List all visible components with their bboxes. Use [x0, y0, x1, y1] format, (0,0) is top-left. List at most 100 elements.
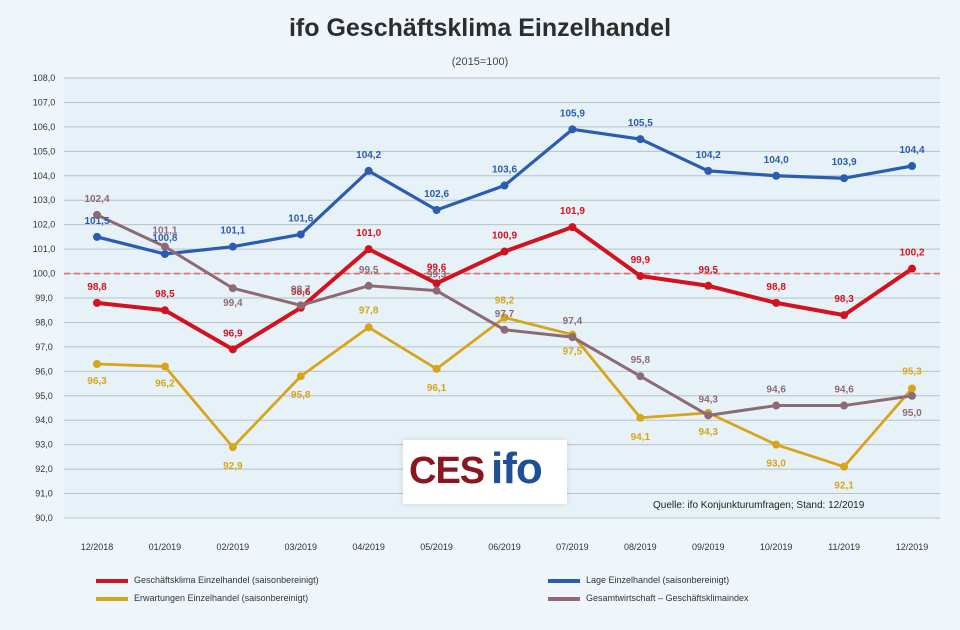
data-point — [840, 401, 849, 410]
x-tick-label: 08/2019 — [624, 542, 657, 552]
x-tick-label: 10/2019 — [760, 542, 793, 552]
legend-swatch — [96, 596, 128, 601]
data-point — [636, 135, 645, 144]
data-label: 99,9 — [631, 255, 651, 266]
legend-label: Geschäftsklima Einzelhandel (saisonberei… — [134, 575, 319, 585]
data-label: 104,2 — [356, 150, 381, 161]
data-point — [772, 171, 781, 180]
data-label: 94,6 — [834, 385, 854, 396]
data-label: 99,5 — [699, 265, 719, 276]
y-tick-label: 96,0 — [35, 366, 53, 376]
data-label: 104,2 — [696, 150, 721, 161]
legend-entry: Geschäftsklima Einzelhandel (saisonberei… — [96, 574, 319, 586]
data-point — [908, 384, 916, 393]
x-tick-label: 12/2018 — [81, 542, 114, 552]
data-label: 96,2 — [155, 378, 175, 389]
data-point — [296, 230, 305, 239]
x-tick-label: 07/2019 — [556, 542, 589, 552]
y-tick-label: 90,0 — [35, 513, 53, 523]
data-point — [500, 313, 509, 322]
data-point — [364, 323, 373, 332]
data-point — [772, 298, 781, 307]
data-label: 103,6 — [492, 165, 517, 176]
legend-label: Erwartungen Einzelhandel (saisonbereinig… — [134, 593, 309, 603]
y-tick-label: 102,0 — [33, 220, 56, 230]
data-label: 96,3 — [87, 376, 107, 387]
data-point — [296, 372, 305, 381]
source-note: Quelle: ifo Konjunkturumfragen; Stand: 1… — [653, 500, 865, 511]
data-point — [704, 411, 713, 420]
y-tick-label: 95,0 — [35, 391, 53, 401]
data-point — [840, 311, 849, 320]
data-label: 102,4 — [84, 194, 109, 205]
data-point — [772, 440, 781, 449]
data-label: 98,7 — [291, 284, 311, 295]
x-tick-label: 04/2019 — [352, 542, 385, 552]
x-tick-label: 09/2019 — [692, 542, 725, 552]
data-point — [636, 372, 645, 381]
y-tick-label: 104,0 — [33, 171, 56, 181]
data-label: 94,3 — [699, 394, 719, 405]
data-point — [432, 286, 441, 295]
data-label: 99,3 — [427, 270, 447, 281]
data-point — [160, 306, 169, 315]
data-point — [704, 281, 713, 290]
y-tick-label: 108,0 — [33, 73, 56, 83]
x-tick-label: 12/2019 — [896, 542, 929, 552]
data-label: 104,4 — [899, 145, 924, 156]
data-label: 93,0 — [766, 459, 786, 470]
data-point — [160, 250, 169, 258]
legend-entry: Erwartungen Einzelhandel (saisonbereinig… — [96, 592, 308, 604]
data-label: 96,9 — [223, 328, 243, 339]
y-tick-label: 106,0 — [33, 122, 56, 132]
y-tick-label: 93,0 — [35, 440, 53, 450]
data-label: 100,9 — [492, 231, 517, 242]
data-point — [908, 264, 916, 273]
y-tick-label: 92,0 — [35, 464, 53, 474]
data-point — [432, 364, 441, 373]
data-label: 95,0 — [902, 408, 922, 419]
logo-ifo-text: ifo — [491, 444, 543, 493]
data-label: 100,2 — [899, 248, 924, 259]
data-label: 94,1 — [631, 432, 651, 443]
data-point — [364, 281, 373, 290]
y-tick-label: 97,0 — [35, 342, 53, 352]
data-point — [840, 174, 849, 183]
data-point — [704, 166, 713, 175]
y-tick-label: 99,0 — [35, 293, 53, 303]
data-point — [500, 181, 509, 190]
data-point — [500, 247, 509, 256]
data-label: 92,9 — [223, 461, 243, 472]
data-point — [93, 210, 101, 219]
chart-subtitle: (2015=100) — [451, 56, 509, 68]
data-label: 100,8 — [152, 233, 177, 244]
data-label: 97,4 — [563, 316, 583, 327]
data-label: 101,6 — [288, 213, 313, 224]
legend-label: Gesamtwirtschaft – Geschäftsklimaindex — [586, 593, 749, 603]
data-point — [432, 279, 441, 288]
data-label: 98,6 — [291, 287, 311, 298]
data-point — [160, 242, 169, 251]
data-point — [636, 272, 645, 280]
data-label: 99,6 — [427, 262, 447, 273]
y-tick-label: 91,0 — [35, 489, 53, 499]
data-point — [93, 232, 101, 241]
data-label: 95,8 — [631, 355, 651, 366]
data-label: 98,3 — [834, 294, 854, 305]
legend-swatch — [548, 596, 580, 601]
data-point — [500, 325, 509, 334]
legend-label: Lage Einzelhandel (saisonbereinigt) — [586, 575, 730, 585]
x-tick-label: 01/2019 — [149, 542, 182, 552]
x-tick-label: 03/2019 — [284, 542, 317, 552]
data-point — [364, 166, 373, 175]
data-label: 92,1 — [834, 481, 854, 492]
data-point — [93, 360, 101, 368]
y-tick-label: 101,0 — [33, 244, 56, 254]
data-label: 98,8 — [766, 282, 786, 293]
cesifo-logo: CES ifo — [403, 440, 567, 504]
data-point — [228, 284, 237, 293]
y-tick-label: 94,0 — [35, 415, 53, 425]
data-label: 105,5 — [628, 118, 653, 129]
legend-swatch — [548, 578, 580, 583]
